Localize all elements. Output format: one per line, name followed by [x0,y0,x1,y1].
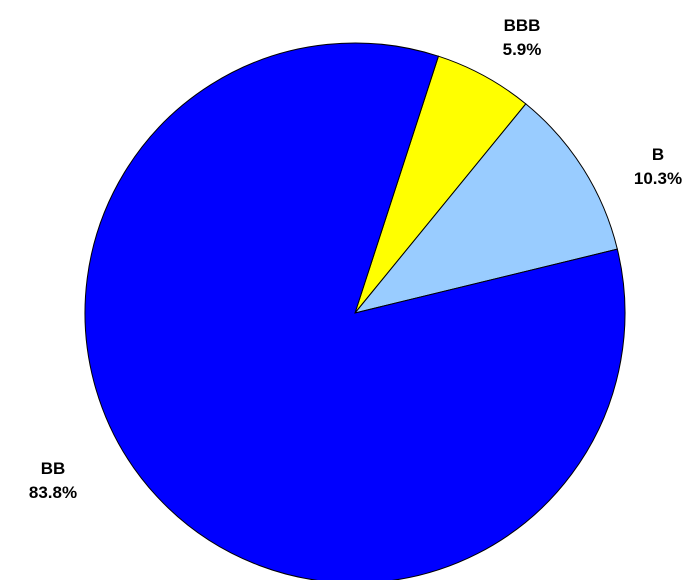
slice-percent-label-bbb: 5.9% [503,40,542,59]
pie-slice-bb [84,42,626,580]
pie-slice-b [353,103,618,314]
slice-percent-label-bb: 83.8% [29,483,77,502]
slice-category-label-bbb: BBB [504,16,541,35]
slice-category-label-b: B [652,145,664,164]
slice-category-label-bb: BB [41,459,66,478]
slice-percent-label-b: 10.3% [634,169,682,188]
